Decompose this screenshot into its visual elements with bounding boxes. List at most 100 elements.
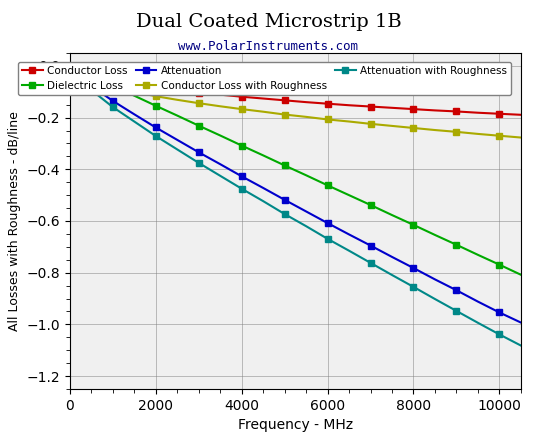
Attenuation with Roughness bbox=[518, 343, 524, 348]
Attenuation with Roughness bbox=[281, 211, 288, 217]
Conductor Loss bbox=[153, 85, 159, 90]
Attenuation with Roughness bbox=[432, 297, 438, 302]
Conductor Loss bbox=[410, 107, 417, 112]
Attenuation bbox=[496, 310, 503, 315]
Conductor Loss bbox=[195, 90, 202, 95]
Conductor Loss bbox=[496, 111, 503, 116]
Dielectric Loss bbox=[346, 193, 352, 198]
Line: Conductor Loss with Roughness: Conductor Loss with Roughness bbox=[67, 63, 524, 140]
Dielectric Loss bbox=[67, 63, 73, 69]
Attenuation with Roughness bbox=[174, 147, 180, 152]
Conductor Loss with Roughness bbox=[389, 123, 395, 129]
Dielectric Loss bbox=[131, 93, 137, 98]
Conductor Loss bbox=[324, 101, 331, 107]
Dielectric Loss bbox=[153, 103, 159, 108]
Conductor Loss with Roughness bbox=[110, 84, 116, 90]
Line: Attenuation: Attenuation bbox=[67, 63, 524, 325]
Dielectric Loss bbox=[518, 272, 524, 278]
Attenuation bbox=[131, 112, 137, 117]
Attenuation with Roughness bbox=[303, 224, 309, 229]
Attenuation with Roughness bbox=[389, 272, 395, 278]
Conductor Loss bbox=[389, 105, 395, 110]
Attenuation with Roughness bbox=[260, 198, 266, 204]
Text: www.PolarInstruments.com: www.PolarInstruments.com bbox=[178, 40, 359, 53]
Conductor Loss with Roughness bbox=[518, 135, 524, 140]
Attenuation bbox=[367, 243, 374, 248]
Conductor Loss bbox=[67, 63, 73, 69]
Dielectric Loss bbox=[303, 173, 309, 178]
Conductor Loss bbox=[88, 74, 95, 79]
Attenuation with Roughness bbox=[367, 260, 374, 266]
Attenuation bbox=[346, 232, 352, 237]
Conductor Loss bbox=[131, 82, 137, 87]
Attenuation with Roughness bbox=[475, 320, 481, 325]
Dielectric Loss bbox=[389, 213, 395, 218]
Conductor Loss with Roughness bbox=[410, 126, 417, 131]
Conductor Loss with Roughness bbox=[475, 131, 481, 137]
Line: Conductor Loss: Conductor Loss bbox=[67, 63, 524, 118]
Attenuation bbox=[238, 174, 245, 179]
Conductor Loss bbox=[110, 78, 116, 84]
Dielectric Loss bbox=[475, 252, 481, 258]
Attenuation with Roughness bbox=[238, 186, 245, 191]
Conductor Loss with Roughness bbox=[496, 133, 503, 138]
Attenuation bbox=[174, 137, 180, 142]
Attenuation bbox=[67, 63, 73, 69]
Dielectric Loss bbox=[110, 83, 116, 88]
Y-axis label: All Losses with Roughness - dB/line: All Losses with Roughness - dB/line bbox=[8, 111, 21, 331]
Dielectric Loss bbox=[217, 133, 223, 138]
Conductor Loss bbox=[346, 103, 352, 108]
Conductor Loss with Roughness bbox=[153, 94, 159, 99]
Conductor Loss bbox=[238, 94, 245, 99]
Line: Attenuation with Roughness: Attenuation with Roughness bbox=[67, 63, 524, 348]
Attenuation with Roughness bbox=[217, 173, 223, 179]
Conductor Loss with Roughness bbox=[324, 117, 331, 122]
Conductor Loss bbox=[260, 96, 266, 101]
Dielectric Loss bbox=[410, 222, 417, 228]
Attenuation bbox=[281, 197, 288, 202]
Dielectric Loss bbox=[496, 262, 503, 267]
Conductor Loss with Roughness bbox=[432, 127, 438, 133]
Dielectric Loss bbox=[453, 242, 460, 248]
Dielectric Loss bbox=[260, 153, 266, 158]
Attenuation bbox=[453, 288, 460, 293]
Conductor Loss with Roughness bbox=[195, 100, 202, 106]
Conductor Loss with Roughness bbox=[260, 109, 266, 114]
Attenuation bbox=[432, 277, 438, 282]
Attenuation with Roughness bbox=[110, 104, 116, 110]
Conductor Loss bbox=[303, 99, 309, 105]
Conductor Loss with Roughness bbox=[453, 129, 460, 134]
Text: Dual Coated Microstrip 1B: Dual Coated Microstrip 1B bbox=[136, 13, 401, 31]
Attenuation bbox=[518, 320, 524, 325]
Dielectric Loss bbox=[195, 123, 202, 128]
Conductor Loss with Roughness bbox=[217, 103, 223, 109]
Conductor Loss with Roughness bbox=[346, 119, 352, 124]
Dielectric Loss bbox=[367, 202, 374, 208]
Conductor Loss bbox=[367, 104, 374, 109]
Attenuation bbox=[88, 84, 95, 89]
Attenuation with Roughness bbox=[324, 236, 331, 241]
Attenuation with Roughness bbox=[195, 160, 202, 165]
Attenuation bbox=[324, 221, 331, 226]
Attenuation with Roughness bbox=[496, 332, 503, 337]
Conductor Loss with Roughness bbox=[131, 89, 137, 95]
Line: Dielectric Loss: Dielectric Loss bbox=[67, 63, 524, 278]
Attenuation with Roughness bbox=[131, 119, 137, 124]
Legend: Conductor Loss, Dielectric Loss, Attenuation, Conductor Loss with Roughness, Att: Conductor Loss, Dielectric Loss, Attenua… bbox=[18, 61, 511, 95]
Attenuation with Roughness bbox=[453, 308, 460, 313]
Attenuation with Roughness bbox=[67, 63, 73, 69]
Attenuation bbox=[110, 98, 116, 103]
Conductor Loss with Roughness bbox=[281, 112, 288, 117]
Conductor Loss with Roughness bbox=[88, 77, 95, 83]
Conductor Loss bbox=[432, 108, 438, 113]
Attenuation bbox=[153, 125, 159, 130]
Dielectric Loss bbox=[281, 163, 288, 168]
Conductor Loss bbox=[174, 88, 180, 93]
Dielectric Loss bbox=[238, 143, 245, 148]
Dielectric Loss bbox=[324, 183, 331, 188]
Conductor Loss bbox=[453, 109, 460, 114]
Conductor Loss with Roughness bbox=[367, 121, 374, 126]
Attenuation bbox=[410, 265, 417, 271]
Conductor Loss with Roughness bbox=[174, 97, 180, 103]
Conductor Loss with Roughness bbox=[67, 63, 73, 69]
